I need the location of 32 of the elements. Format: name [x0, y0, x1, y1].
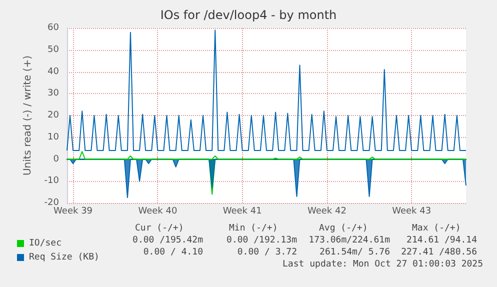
- y-tick-label: 30: [48, 88, 60, 99]
- text: Last update: Mon Oct 27 01:00:03 2025: [282, 260, 483, 270]
- text: Max (-/+): [412, 224, 461, 234]
- text: 173.06m/224.61m: [308, 236, 390, 246]
- line-series: [66, 30, 466, 151]
- x-tick-label: Week 42: [307, 206, 346, 216]
- y-tick-label: 20: [48, 110, 60, 120]
- y-tick-label: 50: [48, 44, 60, 55]
- x-tick-label: Week 43: [392, 206, 432, 216]
- y-tick-label: 10: [48, 132, 60, 142]
- x-tick-label: Week 39: [54, 206, 93, 216]
- text: 0.00 / 4.10: [143, 248, 203, 258]
- text: 0.00 / 3.72: [237, 248, 297, 258]
- y-tick-label: 40: [48, 66, 60, 77]
- y-axis-title: Units read (-) / write (+): [22, 55, 34, 176]
- y-tick-label: 0: [53, 154, 60, 164]
- text: 214.61 /94.14: [406, 236, 477, 246]
- y-tick-label: 60: [48, 23, 60, 33]
- y-tick-label: -10: [44, 176, 60, 186]
- text: Avg (-/+): [319, 224, 368, 234]
- text: 261.54m/ 5.76: [320, 248, 390, 258]
- legend-label: IO/sec: [29, 238, 62, 248]
- text: Min (-/+): [229, 224, 278, 234]
- legend-label: Req Size (KB): [29, 252, 100, 262]
- text: 227.41 /480.56: [401, 248, 477, 258]
- chart-title: IOs for /dev/loop4 - by month: [160, 8, 337, 22]
- y-tick-label: -20: [44, 198, 60, 208]
- text: 0.00 /192.13m: [226, 236, 297, 246]
- text: 0.00 /195.42m: [132, 236, 203, 246]
- x-tick-label: Week 41: [222, 206, 262, 216]
- text: Cur (-/+): [135, 224, 184, 234]
- x-tick-label: Week 40: [138, 206, 178, 216]
